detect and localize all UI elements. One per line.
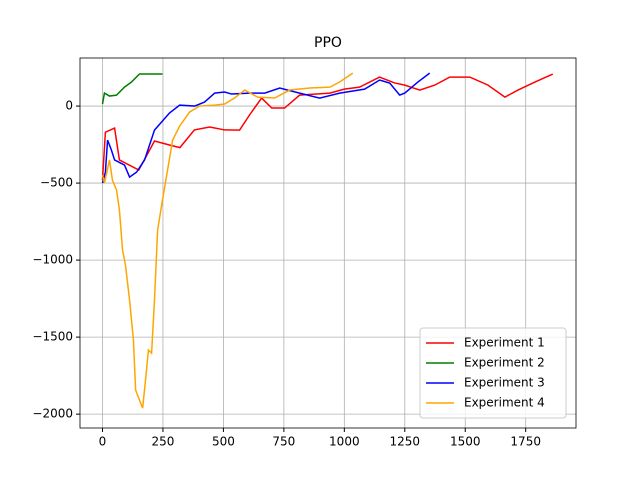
legend-label: Experiment 2 bbox=[464, 356, 545, 370]
y-tick-label: −500 bbox=[40, 176, 73, 190]
line-series bbox=[101, 73, 163, 105]
line-series bbox=[101, 72, 354, 409]
y-tick-label: −2000 bbox=[32, 407, 73, 421]
x-tick-label: 0 bbox=[99, 435, 107, 449]
y-tick-label: 0 bbox=[65, 99, 73, 113]
x-tick-label: 1000 bbox=[329, 435, 360, 449]
y-tick-label: −1000 bbox=[32, 253, 73, 267]
chart-title: PPO bbox=[314, 35, 342, 51]
line-series bbox=[101, 72, 431, 184]
x-tick-label: 250 bbox=[151, 435, 174, 449]
legend-label: Experiment 3 bbox=[464, 376, 545, 390]
x-tick-label: 1500 bbox=[450, 435, 481, 449]
x-tick-label: 500 bbox=[212, 435, 235, 449]
plot-frame bbox=[79, 57, 577, 429]
legend-label: Experiment 1 bbox=[464, 336, 545, 350]
x-tick-label: 750 bbox=[272, 435, 295, 449]
x-tick-label: 1750 bbox=[510, 435, 541, 449]
line-series bbox=[101, 73, 554, 181]
y-tick-label: −1500 bbox=[32, 330, 73, 344]
legend-box bbox=[419, 327, 567, 419]
legend-label: Experiment 4 bbox=[464, 396, 545, 410]
x-tick-label: 1250 bbox=[390, 435, 421, 449]
